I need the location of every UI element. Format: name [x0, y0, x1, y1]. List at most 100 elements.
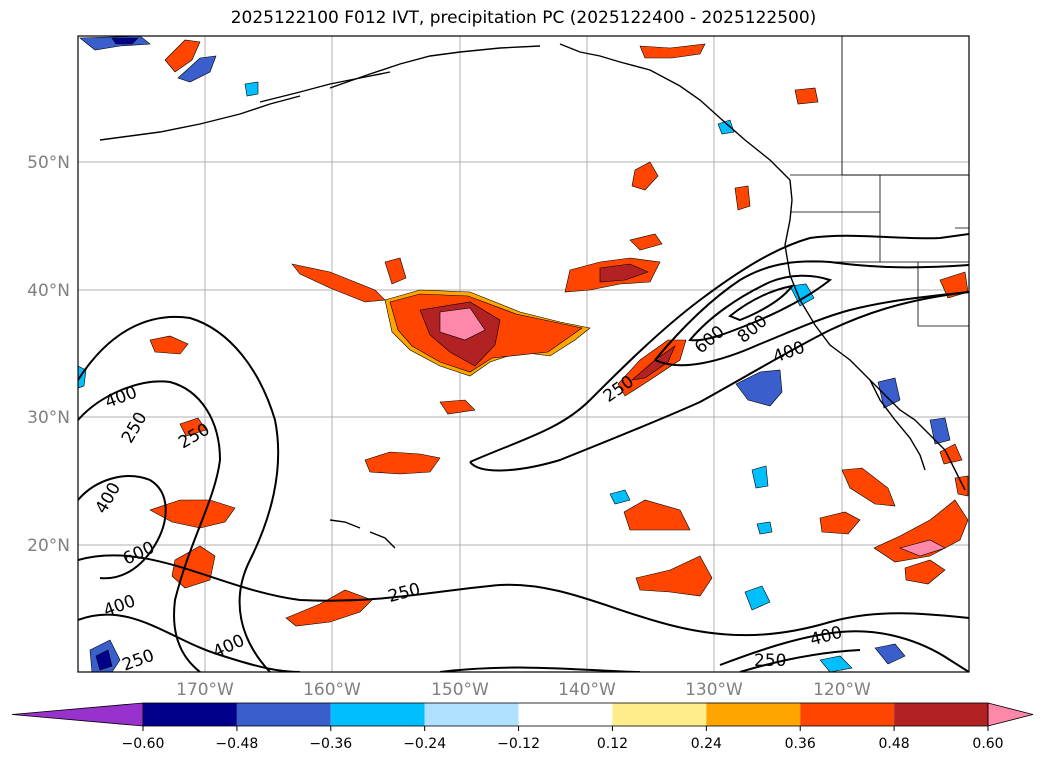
ivt-contours [78, 233, 969, 672]
colorbar-swatch [143, 703, 237, 726]
precip-blob-ar-dark [631, 345, 676, 381]
precip-blob-north-c [631, 161, 659, 191]
ivt-contour-250-ar [469, 233, 969, 463]
lat-label-40n: 40°N [27, 281, 70, 301]
colorbar-outline [142, 702, 989, 727]
neg-blob-se-b [819, 655, 853, 672]
precip-blob-north-h [794, 87, 819, 105]
contour-label: 250 [754, 651, 786, 671]
precip-band-north-central [291, 263, 386, 303]
neg-blob-nw-b [177, 55, 217, 83]
contour-label: 400 [770, 338, 807, 368]
ivt-contour-400-ar [654, 260, 969, 367]
precip-blob-mid-i [179, 417, 207, 437]
colorbar-tick-label: −0.36 [309, 736, 352, 752]
ivt-contour-600-ar [688, 274, 833, 342]
ivt-contour-250-ar-south [469, 291, 969, 472]
neg-blob-s-b [609, 489, 631, 505]
ivt-contour-400-south [78, 613, 641, 672]
lon-label-130w: 130°W [685, 680, 743, 700]
colorbar-swatch [800, 703, 895, 726]
colorbar-tick-label: −0.24 [403, 736, 446, 752]
hawaiian-islands [329, 519, 396, 549]
colorbar-tick-label: −0.12 [497, 736, 540, 752]
colorbar: −0.60 −0.48 −0.36 −0.24 −0.12 0.12 0.24 0.36 0.4… [11, 702, 1034, 752]
map-frame [77, 35, 970, 673]
contour-label: 250 [118, 409, 152, 447]
neg-blob-n-b [244, 81, 259, 97]
precip-blob-east-mid-dark [599, 263, 649, 283]
colorbar-swatch [424, 703, 519, 726]
lat-label-50n: 50°N [27, 153, 70, 173]
ivt-contour-400-west [78, 380, 222, 672]
precip-blob-north-f [639, 43, 706, 59]
colorbar-tick-label: 0.48 [879, 736, 910, 752]
precip-blob-central-pink [439, 307, 486, 341]
colorbar-extend-max [987, 702, 1034, 727]
precip-blob-southeast-d [904, 559, 946, 585]
precip-blob-southwest-b [171, 545, 216, 589]
colorbar-tick-label: −0.60 [122, 736, 165, 752]
colorbar-tick-label: 0.60 [972, 736, 1003, 752]
precip-blob-south-b [635, 555, 713, 597]
precip-blob-north-d [629, 233, 663, 251]
colorbar-swatch [706, 703, 801, 726]
colorbar-tick-label: 0.12 [597, 736, 628, 752]
colorbar-swatch [518, 703, 613, 726]
colorbar-tick-label: −0.48 [215, 736, 258, 752]
precip-blob-southeast-a [873, 499, 969, 563]
colorbar-swatch [236, 703, 331, 726]
canada-us-border [841, 36, 969, 176]
ivt-contour-600-west [78, 475, 167, 580]
neg-blob-s-d [756, 521, 773, 535]
neg-blob-sw-dark [95, 649, 113, 671]
lon-label-170w: 170°W [176, 680, 234, 700]
precip-blob-south-a [285, 589, 373, 627]
lat-label-30n: 30°N [27, 408, 70, 428]
precip-blob-nw-a [164, 39, 201, 73]
lon-label-160w: 160°W [303, 680, 361, 700]
precip-blob-east-j [939, 443, 963, 465]
ivt-contour-800-ar [728, 284, 795, 322]
precip-blob-north-g [734, 185, 751, 211]
lon-label-150w: 150°W [431, 680, 489, 700]
precip-negative-areas [78, 36, 951, 672]
colorbar-tick-label: 0.24 [691, 736, 722, 752]
neg-blob-east-a [735, 369, 783, 407]
colorbar-tick-label: 0.36 [785, 736, 816, 752]
precip-blob-mid-west [364, 451, 441, 475]
neg-blob-nw-dark [111, 37, 139, 45]
baja-california [869, 379, 926, 471]
precip-blob-south-c [623, 499, 691, 531]
neg-blob-se-a [874, 643, 906, 665]
contour-label: 250 [120, 646, 157, 676]
lon-label-120w: 120°W [813, 680, 871, 700]
contour-label: 250 [386, 579, 423, 607]
neg-blob-s-a [744, 585, 771, 611]
contour-label: 400 [101, 591, 138, 621]
contour-label: 600 [691, 322, 729, 358]
aleutian-islands [99, 71, 391, 141]
ivt-contour-250-southeast [739, 649, 861, 672]
neg-blob-east-c [877, 377, 901, 409]
neg-blob-s-c [751, 465, 769, 489]
coastlines [99, 43, 966, 549]
latitude-labels: 50°N 40°N 30°N 20°N [27, 153, 70, 556]
state-borders [790, 175, 969, 327]
ivt-contour-400-southeast [719, 630, 969, 672]
precip-blob-east-k [954, 475, 969, 497]
precip-positive-areas [149, 39, 969, 627]
precip-blob-southeast-c [819, 511, 861, 535]
precip-blob-north-e [384, 257, 407, 285]
colorbar-swatch [612, 703, 707, 726]
contour-label: 400 [102, 383, 139, 413]
precip-blob-southeast-pink [899, 539, 946, 557]
map-title: 2025122100 F012 IVT, precipitation PC (2… [230, 8, 817, 28]
lat-label-20n: 20°N [27, 536, 70, 556]
precip-blob-mid-h [439, 399, 476, 415]
ivt-contour-250-west [78, 316, 280, 672]
neg-blob-east-d [929, 417, 951, 445]
alaska-coast [329, 43, 791, 181]
precip-blob-southwest-a [149, 499, 236, 529]
